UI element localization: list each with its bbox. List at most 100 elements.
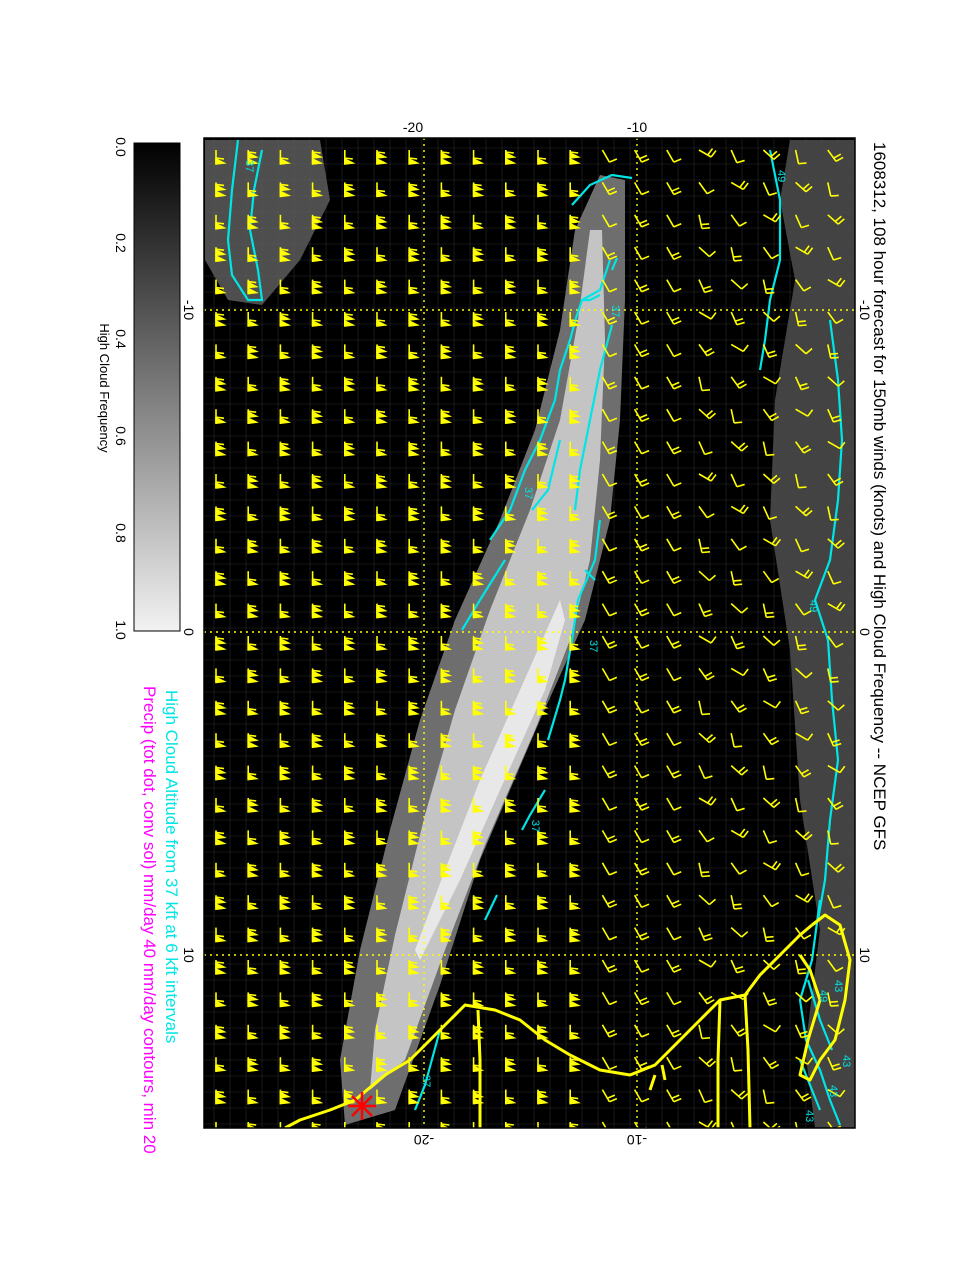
wind-barb-icon <box>762 408 780 422</box>
wind-barb-icon <box>440 279 453 295</box>
wind-barb-icon <box>827 473 844 487</box>
wind-barb-icon <box>794 959 807 975</box>
wind-barb-icon <box>827 506 839 521</box>
wind-barb-icon <box>311 603 324 619</box>
wind-barb-icon <box>376 344 388 360</box>
wind-barb-icon <box>569 409 581 425</box>
wind-barb-icon <box>215 960 227 975</box>
wind-barb-icon <box>827 797 844 811</box>
wind-barb-icon <box>666 343 682 358</box>
wind-barb-icon <box>247 1089 259 1105</box>
wind-barb-icon <box>472 830 485 846</box>
wind-barb-icon <box>376 927 388 943</box>
wind-barb-icon <box>215 1122 217 1128</box>
wind-barb-icon <box>311 895 324 911</box>
wind-barb-icon <box>666 214 682 228</box>
wind-barb-icon <box>569 344 581 360</box>
wind-barb-icon <box>569 927 581 943</box>
wind-barb-icon <box>376 247 388 263</box>
wind-barb-icon <box>215 798 227 813</box>
wind-barb-icon <box>215 830 227 846</box>
wind-barb-icon <box>537 798 549 813</box>
wind-barb-icon <box>794 311 807 327</box>
wind-barb-icon <box>376 636 388 651</box>
wind-barb-icon <box>569 214 581 230</box>
wind-barb-icon <box>279 798 292 813</box>
wind-barb-icon <box>279 992 292 1008</box>
wind-barb-icon <box>601 992 618 1006</box>
wind-barb-icon <box>215 376 227 392</box>
wind-barb-icon <box>730 504 749 515</box>
wind-barb-icon <box>730 1057 743 1072</box>
wind-barb-icon <box>537 636 549 651</box>
wind-barb-icon <box>569 603 581 619</box>
wind-barb-icon <box>762 473 781 484</box>
wind-barb-icon <box>537 571 549 587</box>
wind-barb-icon <box>472 733 485 749</box>
wind-barb-icon <box>279 1089 292 1105</box>
wind-barb-icon <box>343 571 356 587</box>
wind-barb-icon <box>472 1024 485 1040</box>
axis-top-ticks: -20 -10 <box>403 119 647 135</box>
wind-barb-icon <box>762 246 780 260</box>
wind-barb-icon <box>537 247 549 263</box>
wind-barb-icon <box>504 214 517 230</box>
wind-barb-icon <box>762 441 775 457</box>
wind-barb-icon <box>569 538 581 554</box>
wind-barb-icon <box>827 601 846 612</box>
wind-barb-icon <box>730 959 745 974</box>
wind-barb-icon <box>537 279 549 295</box>
wind-barb-icon <box>472 214 485 230</box>
wind-barb-icon <box>440 474 453 489</box>
wind-barb-icon <box>601 765 618 779</box>
wind-barb-icon <box>762 732 780 746</box>
wind-barb-icon <box>504 1122 514 1128</box>
wind-barb-icon <box>698 376 711 392</box>
wind-barb-icon <box>633 797 650 811</box>
wind-barb-icon <box>504 636 517 651</box>
wind-barb-icon <box>247 765 259 781</box>
wind-barb-icon <box>730 311 745 326</box>
wind-barb-icon <box>569 1024 581 1040</box>
wind-barb-icon <box>343 182 356 198</box>
wind-barb-icon <box>408 474 420 489</box>
wind-barb-icon <box>633 214 650 228</box>
wind-barb-icon <box>472 312 485 327</box>
wind-barb-icon <box>730 1089 749 1100</box>
wind-barb-icon <box>408 862 420 878</box>
wind-barb-icon <box>730 635 745 650</box>
wind-barb-icon <box>633 538 650 552</box>
wind-barb-icon <box>215 409 227 425</box>
wind-barb-icon <box>408 214 420 230</box>
wind-barb-icon <box>633 668 650 682</box>
wind-barb-icon <box>762 635 781 646</box>
wind-barb-icon <box>569 474 581 489</box>
colorbar: 0.0 0.2 0.4 0.6 0.8 1.0 High Cloud Frequ… <box>97 137 181 640</box>
wind-barb-icon <box>633 992 650 1006</box>
wind-barb-icon <box>472 150 485 165</box>
wind-barb-icon <box>537 376 549 392</box>
wind-barb-icon <box>311 700 324 716</box>
wind-barb-icon <box>633 959 650 973</box>
wind-barb-icon <box>698 1056 717 1068</box>
wind-barb-icon <box>569 798 581 813</box>
wind-barb-icon <box>376 1089 388 1105</box>
wind-barb-icon <box>472 765 485 781</box>
wind-barb-icon <box>376 312 388 327</box>
wind-barb-icon <box>537 1089 549 1105</box>
wind-barb-icon <box>537 214 549 230</box>
wind-barb-icon <box>601 862 618 876</box>
wind-barb-icon <box>440 409 453 425</box>
wind-barb-icon <box>247 830 259 846</box>
wind-barb-icon <box>601 1056 618 1071</box>
wind-barb-icon <box>343 895 356 911</box>
wind-barb-icon <box>666 376 682 390</box>
wind-barb-icon <box>343 733 356 749</box>
wind-barb-icon <box>440 441 453 457</box>
wind-barb-icon <box>633 603 650 617</box>
wind-barb-icon <box>601 700 618 714</box>
wind-barb-icon <box>666 992 682 1006</box>
wind-barb-icon <box>698 570 717 582</box>
wind-barb-icon <box>537 927 549 943</box>
colorbar-tick: 0.0 <box>113 137 129 157</box>
